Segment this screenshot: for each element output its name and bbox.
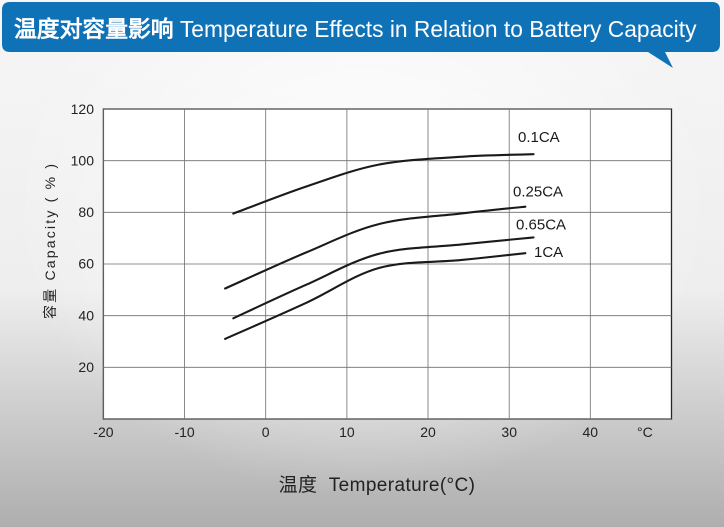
svg-text:-20: -20 [93,424,113,440]
svg-text:0.25CA: 0.25CA [513,184,563,201]
svg-text:120: 120 [71,101,95,117]
svg-text:10: 10 [339,424,355,440]
svg-text:80: 80 [78,204,94,220]
svg-text:1CA: 1CA [534,244,563,261]
svg-text:30: 30 [501,424,517,440]
svg-text:100: 100 [71,153,95,169]
svg-text:60: 60 [78,256,94,272]
svg-text:40: 40 [583,424,599,440]
svg-text:0: 0 [262,424,270,440]
svg-text:-10: -10 [174,424,194,440]
svg-text:20: 20 [420,424,436,440]
svg-text:20: 20 [78,359,94,375]
svg-text:40: 40 [78,307,94,323]
svg-text:°C: °C [637,424,653,440]
svg-text:0.65CA: 0.65CA [516,217,566,234]
svg-text:0.1CA: 0.1CA [518,129,560,146]
